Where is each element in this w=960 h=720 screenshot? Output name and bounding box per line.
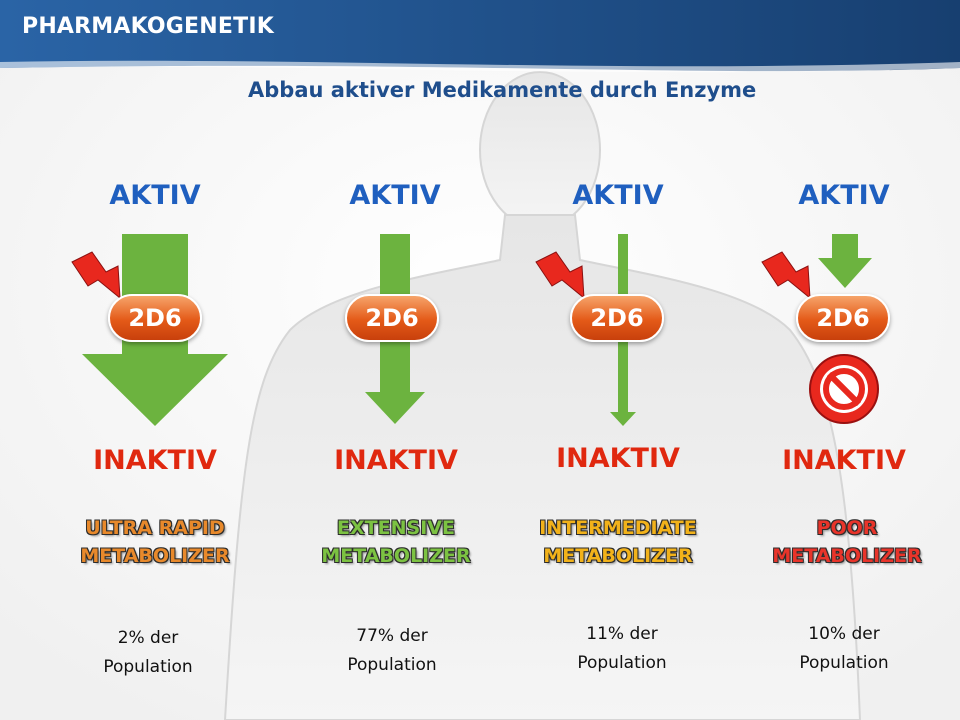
subtitle: Abbau aktiver Medikamente durch Enzyme bbox=[248, 78, 757, 102]
population-share-line2: Population bbox=[103, 657, 193, 677]
population-share-line2: Population bbox=[347, 655, 437, 675]
population-share: 10% der Population bbox=[744, 620, 944, 678]
metabolizer-type-line1: POOR bbox=[816, 517, 878, 539]
inaktiv-label: INAKTIV bbox=[782, 445, 906, 476]
metabolizer-type: EXTENSIVE METABOLIZER bbox=[281, 514, 511, 570]
metabolizer-type-line2: METABOLIZER bbox=[321, 545, 471, 567]
arrow-poor bbox=[818, 234, 872, 288]
metabolizer-type-line2: METABOLIZER bbox=[543, 545, 693, 567]
metabolizer-type-line1: EXTENSIVE bbox=[337, 517, 455, 539]
population-share: 11% der Population bbox=[522, 620, 722, 678]
population-share: 2% der Population bbox=[48, 624, 248, 682]
aktiv-label: AKTIV bbox=[349, 180, 441, 211]
metabolizer-type: ULTRA RAPID METABOLIZER bbox=[40, 514, 270, 570]
metabolizer-type-line1: ULTRA RAPID bbox=[85, 517, 225, 539]
lightning-icon bbox=[761, 251, 811, 300]
enzyme-badge: 2D6 bbox=[570, 294, 664, 342]
population-share-line1: 10% der bbox=[808, 624, 880, 644]
lightning-icon bbox=[535, 251, 585, 300]
enzyme-badge: 2D6 bbox=[796, 294, 890, 342]
metabolizer-type: INTERMEDIATE METABOLIZER bbox=[503, 514, 733, 570]
metabolizer-type-line2: METABOLIZER bbox=[772, 545, 922, 567]
population-share-line1: 2% der bbox=[117, 628, 179, 648]
blocked-icon bbox=[809, 354, 879, 424]
enzyme-badge: 2D6 bbox=[345, 294, 439, 342]
header-title: PHARMAKOGENETIK bbox=[22, 14, 274, 39]
metabolizer-type: POOR METABOLIZER bbox=[732, 514, 960, 570]
aktiv-label: AKTIV bbox=[109, 180, 201, 211]
metabolizer-type-line1: INTERMEDIATE bbox=[539, 517, 697, 539]
header-band bbox=[0, 0, 960, 72]
aktiv-label: AKTIV bbox=[798, 180, 890, 211]
enzyme-badge: 2D6 bbox=[108, 294, 202, 342]
population-share-line2: Population bbox=[577, 653, 667, 673]
population-share-line2: Population bbox=[799, 653, 889, 673]
inaktiv-label: INAKTIV bbox=[93, 445, 217, 476]
inaktiv-label: INAKTIV bbox=[556, 443, 680, 474]
metabolizer-type-line2: METABOLIZER bbox=[80, 545, 230, 567]
population-share: 77% der Population bbox=[292, 622, 492, 680]
aktiv-label: AKTIV bbox=[572, 180, 664, 211]
population-share-line1: 77% der bbox=[356, 626, 428, 646]
population-share-line1: 11% der bbox=[586, 624, 658, 644]
inaktiv-label: INAKTIV bbox=[334, 445, 458, 476]
lightning-icon bbox=[71, 251, 121, 300]
